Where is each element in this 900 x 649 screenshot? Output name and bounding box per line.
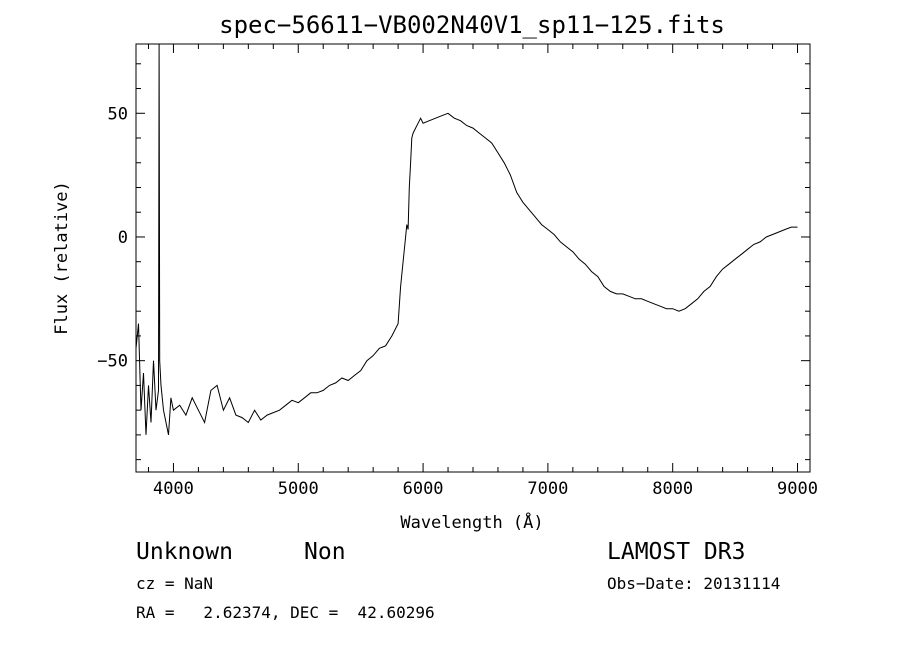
chart-title: spec−56611−VB002N40V1_sp11−125.fits	[219, 11, 725, 39]
y-tick-label: −50	[97, 352, 128, 372]
x-tick-label: 5000	[278, 479, 319, 499]
x-tick-label: 8000	[652, 479, 693, 499]
x-tick-label: 7000	[527, 479, 568, 499]
axis-tick-labels: 4000 5000 6000 7000 8000 9000 −50 0 50	[97, 104, 818, 499]
x-tick-label: 9000	[777, 479, 818, 499]
x-tick-label: 6000	[403, 479, 444, 499]
object-subclass: Non	[304, 539, 346, 565]
coords-label: RA = 2.62374, DEC = 42.60296	[136, 603, 435, 622]
spectrum-series-line	[135, 43, 798, 435]
y-tick-label: 50	[108, 104, 128, 124]
y-axis-label: Flux (relative)	[52, 181, 72, 335]
y-tick-label: 0	[118, 228, 128, 248]
axis-ticks	[136, 44, 810, 472]
plot-frame	[135, 43, 811, 473]
object-class: Unknown	[136, 539, 233, 565]
obs-date-label: Obs−Date: 20131114	[607, 574, 780, 593]
redshift-label: cz = NaN	[136, 574, 213, 593]
x-tick-label: 4000	[153, 479, 194, 499]
survey-label: LAMOST DR3	[607, 539, 745, 565]
x-axis-label: Wavelength (Å)	[400, 511, 543, 533]
